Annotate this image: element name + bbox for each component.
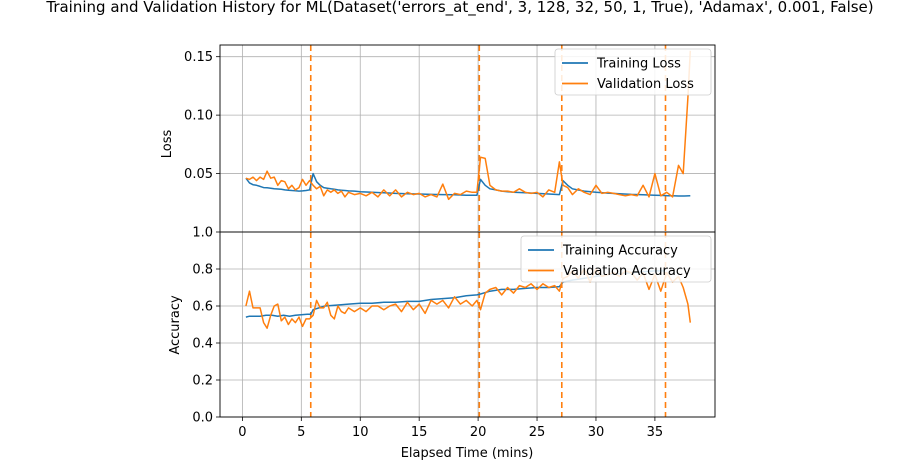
x-axis-label: Elapsed Time (mins) xyxy=(401,446,534,460)
loss-subplot: 0.05 0.10 0.15 Loss Training Loss Validatio… xyxy=(160,44,716,233)
loss-plot-area xyxy=(245,50,692,201)
accuracy-subplot: 0.0 0.2 0.4 0.6 0.8 1.0 Accuracy Training Acc… xyxy=(168,226,716,426)
x-tick-label: 15 xyxy=(411,425,428,440)
y-tick-label: 0.4 xyxy=(192,337,213,352)
accuracy-ylabel: Accuracy xyxy=(168,295,183,355)
x-tick-label: 30 xyxy=(588,425,605,440)
y-tick-label: 0.0 xyxy=(192,411,213,426)
accuracy-legend: Training Accuracy Validation Accuracy xyxy=(520,235,712,283)
x-tick-label: 5 xyxy=(297,425,305,440)
validation-loss-line xyxy=(245,50,692,201)
loss-ylabel: Loss xyxy=(160,130,175,159)
x-tick-label: 25 xyxy=(529,425,546,440)
y-tick-label: 1.0 xyxy=(192,226,213,241)
y-tick-label: 0.05 xyxy=(184,167,213,182)
y-tick-label: 0.6 xyxy=(192,300,213,315)
validation-accuracy-legend-label: Validation Accuracy xyxy=(563,264,691,279)
legend-box xyxy=(554,48,712,96)
loss-legend: Training Loss Validation Loss xyxy=(554,48,712,96)
accuracy-y-axis: 0.0 0.2 0.4 0.6 0.8 1.0 xyxy=(192,226,220,426)
y-tick-label: 0.2 xyxy=(192,374,213,389)
y-tick-label: 0.15 xyxy=(184,50,213,65)
axes-frame xyxy=(219,231,716,418)
x-tick-label: 10 xyxy=(352,425,369,440)
x-axis: 0 5 10 15 20 25 30 35 xyxy=(238,417,663,440)
legend-box xyxy=(520,235,712,283)
x-tick-label: 35 xyxy=(647,425,664,440)
x-tick-label: 0 xyxy=(238,425,246,440)
loss-y-axis: 0.05 0.10 0.15 xyxy=(184,50,220,182)
validation-loss-legend-label: Validation Loss xyxy=(597,77,694,92)
loss-grid xyxy=(220,45,715,232)
y-tick-label: 0.10 xyxy=(184,109,213,124)
y-tick-label: 0.8 xyxy=(192,263,213,278)
training-loss-legend-label: Training Loss xyxy=(596,57,681,72)
training-accuracy-legend-label: Training Accuracy xyxy=(562,244,678,259)
chart-title: Training and Validation History for ML(D… xyxy=(45,0,873,17)
training-loss-line xyxy=(245,172,691,197)
x-tick-label: 20 xyxy=(470,425,487,440)
